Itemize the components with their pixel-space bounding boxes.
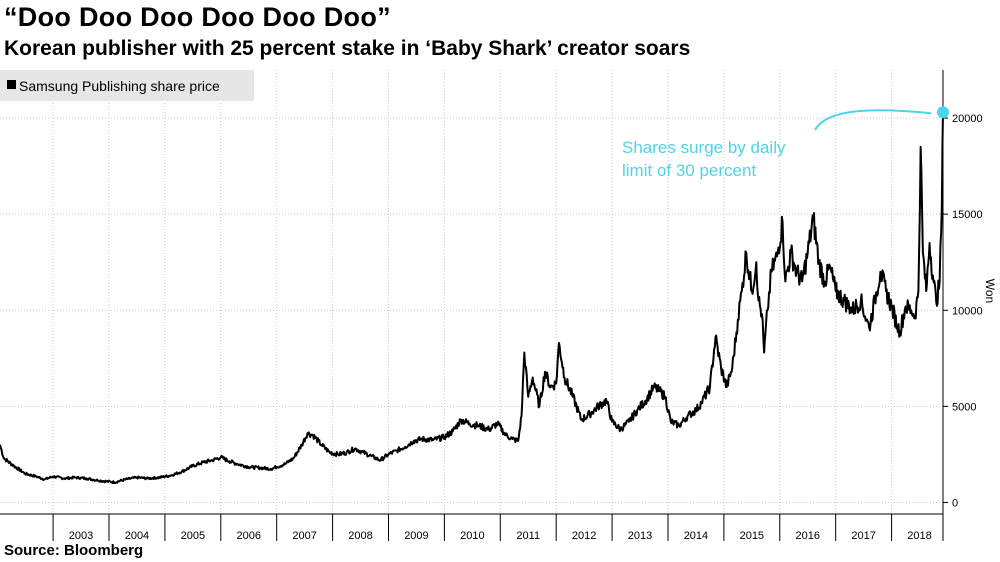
x-tick-label: 2008 xyxy=(348,530,372,542)
chart-subtitle: Korean publisher with 25 percent stake i… xyxy=(4,37,691,60)
x-tick-label: 2018 xyxy=(907,530,931,542)
x-tick-label: 2009 xyxy=(404,530,428,542)
annotation: Shares surge by daily limit of 30 percent xyxy=(622,106,949,180)
legend-swatch xyxy=(7,80,16,89)
y-axis-label: Won xyxy=(983,279,997,303)
grid xyxy=(0,70,943,514)
x-tick-label: 2012 xyxy=(572,530,596,542)
annotation-arrow xyxy=(814,109,932,131)
series xyxy=(0,112,944,485)
x-tick-label: 2004 xyxy=(125,530,149,542)
source-note: Source: Bloomberg xyxy=(4,542,144,559)
legend-background xyxy=(0,70,254,101)
x-tick-label: 2011 xyxy=(516,530,540,542)
legend: Samsung Publishing share price xyxy=(0,70,254,101)
x-tick-label: 2010 xyxy=(460,530,484,542)
chart-title: “Doo Doo Doo Doo Doo Doo” xyxy=(4,2,391,32)
annotation-marker xyxy=(937,106,949,119)
y-tick-label: 5000 xyxy=(952,401,976,413)
x-tick-label: 2005 xyxy=(181,530,205,542)
x-tick-label: 2017 xyxy=(851,530,875,542)
x-tick-label: 2003 xyxy=(69,530,93,542)
y-tick-label: 0 xyxy=(952,497,958,509)
x-tick-label: 2013 xyxy=(628,530,652,542)
x-tick-label: 2014 xyxy=(684,530,708,542)
annotation-text-line: limit of 30 percent xyxy=(622,161,756,180)
y-tick-label: 20000 xyxy=(952,113,983,125)
x-tick-label: 2007 xyxy=(292,530,316,542)
x-tick-label: 2015 xyxy=(740,530,764,542)
legend-label: Samsung Publishing share price xyxy=(19,78,220,94)
x-tick-label: 2006 xyxy=(237,530,261,542)
y-tick-label: 15000 xyxy=(952,209,983,221)
annotation-text-line: Shares surge by daily xyxy=(622,138,786,157)
series-line-samsung-publishing xyxy=(0,112,944,485)
axes: 0 5000 10000 15000 20000 2003 2004 2005 2006 2007… xyxy=(0,70,983,542)
y-tick-label: 10000 xyxy=(952,305,983,317)
x-tick-label: 2016 xyxy=(795,530,819,542)
